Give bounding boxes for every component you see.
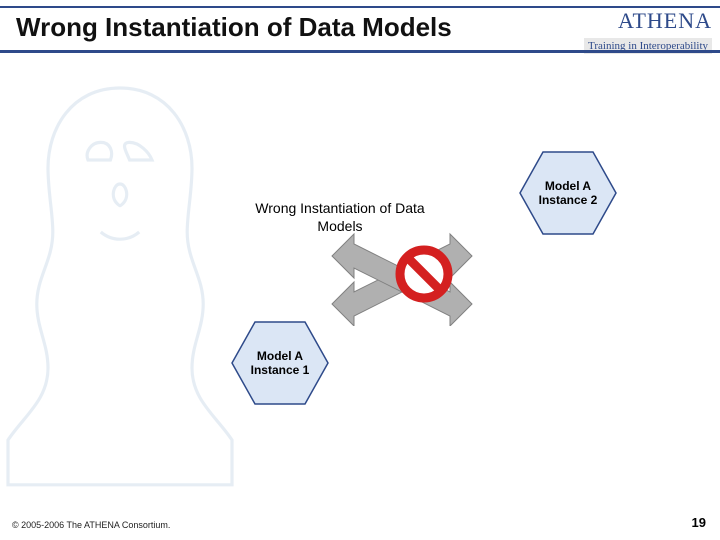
hexagon-instance-2: Model A Instance 2 xyxy=(518,150,618,236)
title-rule-bottom xyxy=(0,50,720,53)
diagram: Wrong Instantiation of Data Models Model… xyxy=(230,150,660,430)
hexagon-instance-1: Model A Instance 1 xyxy=(230,320,330,406)
slide-title: Wrong Instantiation of Data Models xyxy=(16,12,452,43)
hex2-line1: Model A xyxy=(545,179,591,193)
hex1-line2: Instance 1 xyxy=(251,363,310,377)
hex1-line1: Model A xyxy=(257,349,303,363)
page-number: 19 xyxy=(692,515,706,530)
title-bar: Wrong Instantiation of Data Models ATHEN… xyxy=(0,0,720,60)
logo-name: ATHENA xyxy=(554,8,712,34)
prohibited-icon xyxy=(394,244,454,304)
logo-block: ATHENA Training in Interoperability xyxy=(554,8,712,54)
hexagon-2-label: Model A Instance 2 xyxy=(529,179,608,208)
hex2-line2: Instance 2 xyxy=(539,193,598,207)
footer-copyright: © 2005-2006 The ATHENA Consortium. xyxy=(12,520,170,530)
hexagon-1-label: Model A Instance 1 xyxy=(241,349,320,378)
